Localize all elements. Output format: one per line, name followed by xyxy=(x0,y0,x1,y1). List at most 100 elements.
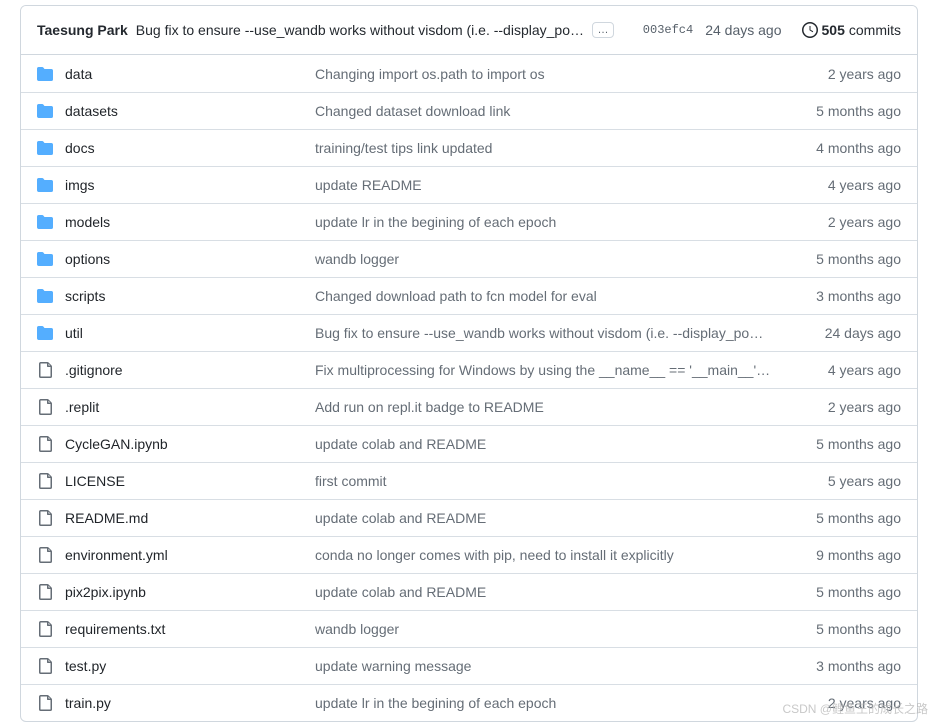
file-commit-message[interactable]: update README xyxy=(315,177,771,193)
commit-message[interactable]: Bug fix to ensure --use_wandb works with… xyxy=(136,22,584,38)
file-commit-age: 2 years ago xyxy=(771,399,901,415)
file-row: utilBug fix to ensure --use_wandb works … xyxy=(21,314,917,351)
file-icon xyxy=(37,399,65,415)
folder-icon xyxy=(37,140,65,156)
file-commit-message[interactable]: update lr in the begining of each epoch xyxy=(315,214,771,230)
file-name-link[interactable]: README.md xyxy=(65,510,315,526)
file-name-link[interactable]: requirements.txt xyxy=(65,621,315,637)
file-row: requirements.txtwandb logger5 months ago xyxy=(21,610,917,647)
file-commit-age: 5 months ago xyxy=(771,251,901,267)
file-commit-age: 24 days ago xyxy=(771,325,901,341)
file-commit-age: 5 months ago xyxy=(771,436,901,452)
commits-label: commits xyxy=(849,22,901,38)
file-commit-message[interactable]: wandb logger xyxy=(315,621,771,637)
file-name-link[interactable]: LICENSE xyxy=(65,473,315,489)
file-commit-message[interactable]: Bug fix to ensure --use_wandb works with… xyxy=(315,325,771,341)
file-icon xyxy=(37,436,65,452)
file-icon xyxy=(37,362,65,378)
commit-age: 24 days ago xyxy=(705,22,781,38)
folder-icon xyxy=(37,214,65,230)
file-icon xyxy=(37,473,65,489)
file-listing-box: Taesung Park Bug fix to ensure --use_wan… xyxy=(20,5,918,722)
file-name-link[interactable]: .gitignore xyxy=(65,362,315,378)
file-name-link[interactable]: test.py xyxy=(65,658,315,674)
file-name-link[interactable]: docs xyxy=(65,140,315,156)
file-commit-message[interactable]: update warning message xyxy=(315,658,771,674)
file-commit-message[interactable]: wandb logger xyxy=(315,251,771,267)
file-commit-message[interactable]: update colab and README xyxy=(315,584,771,600)
file-name-link[interactable]: .replit xyxy=(65,399,315,415)
file-name-link[interactable]: pix2pix.ipynb xyxy=(65,584,315,600)
file-commit-age: 5 years ago xyxy=(771,473,901,489)
file-name-link[interactable]: scripts xyxy=(65,288,315,304)
file-commit-age: 5 months ago xyxy=(771,103,901,119)
file-commit-age: 5 months ago xyxy=(771,584,901,600)
file-rows-container: dataChanging import os.path to import os… xyxy=(21,55,917,721)
file-commit-message[interactable]: update colab and README xyxy=(315,510,771,526)
file-name-link[interactable]: environment.yml xyxy=(65,547,315,563)
file-name-link[interactable]: data xyxy=(65,66,315,82)
file-row: LICENSEfirst commit5 years ago xyxy=(21,462,917,499)
file-row: environment.ymlconda no longer comes wit… xyxy=(21,536,917,573)
folder-icon xyxy=(37,177,65,193)
file-commit-message[interactable]: update lr in the begining of each epoch xyxy=(315,695,771,711)
folder-icon xyxy=(37,288,65,304)
file-commit-message[interactable]: update colab and README xyxy=(315,436,771,452)
file-row: .replitAdd run on repl.it badge to READM… xyxy=(21,388,917,425)
commit-author[interactable]: Taesung Park xyxy=(37,22,128,38)
file-commit-message[interactable]: first commit xyxy=(315,473,771,489)
file-row: train.pyupdate lr in the begining of eac… xyxy=(21,684,917,721)
file-commit-age: 4 years ago xyxy=(771,177,901,193)
folder-icon xyxy=(37,66,65,82)
file-commit-age: 2 years ago xyxy=(771,214,901,230)
file-commit-age: 3 months ago xyxy=(771,288,901,304)
file-icon xyxy=(37,621,65,637)
file-commit-message[interactable]: Changed dataset download link xyxy=(315,103,771,119)
latest-commit-row: Taesung Park Bug fix to ensure --use_wan… xyxy=(21,6,917,55)
folder-icon xyxy=(37,251,65,267)
file-commit-message[interactable]: Changing import os.path to import os xyxy=(315,66,771,82)
file-commit-message[interactable]: Changed download path to fcn model for e… xyxy=(315,288,771,304)
file-commit-message[interactable]: Add run on repl.it badge to README xyxy=(315,399,771,415)
file-commit-message[interactable]: training/test tips link updated xyxy=(315,140,771,156)
file-icon xyxy=(37,510,65,526)
file-name-link[interactable]: imgs xyxy=(65,177,315,193)
file-row: dataChanging import os.path to import os… xyxy=(21,55,917,92)
file-row: datasetsChanged dataset download link5 m… xyxy=(21,92,917,129)
file-row: docstraining/test tips link updated4 mon… xyxy=(21,129,917,166)
file-name-link[interactable]: CycleGAN.ipynb xyxy=(65,436,315,452)
file-commit-message[interactable]: conda no longer comes with pip, need to … xyxy=(315,547,771,563)
file-row: scriptsChanged download path to fcn mode… xyxy=(21,277,917,314)
folder-icon xyxy=(37,103,65,119)
commits-count: 505 xyxy=(822,22,845,38)
file-icon xyxy=(37,658,65,674)
commit-hash[interactable]: 003efc4 xyxy=(643,23,693,37)
file-row: optionswandb logger5 months ago xyxy=(21,240,917,277)
file-commit-age: 4 months ago xyxy=(771,140,901,156)
file-icon xyxy=(37,695,65,711)
file-name-link[interactable]: train.py xyxy=(65,695,315,711)
commit-more-button[interactable]: … xyxy=(592,22,614,38)
file-name-link[interactable]: models xyxy=(65,214,315,230)
file-name-link[interactable]: util xyxy=(65,325,315,341)
file-row: imgsupdate README4 years ago xyxy=(21,166,917,203)
file-commit-age: 2 years ago xyxy=(771,695,901,711)
file-icon xyxy=(37,547,65,563)
file-commit-age: 4 years ago xyxy=(771,362,901,378)
file-commit-message[interactable]: Fix multiprocessing for Windows by using… xyxy=(315,362,771,378)
file-name-link[interactable]: options xyxy=(65,251,315,267)
file-row: test.pyupdate warning message3 months ag… xyxy=(21,647,917,684)
commits-link[interactable]: 505 commits xyxy=(802,22,901,38)
file-name-link[interactable]: datasets xyxy=(65,103,315,119)
file-commit-age: 5 months ago xyxy=(771,510,901,526)
history-icon xyxy=(802,22,818,38)
file-row: pix2pix.ipynbupdate colab and README5 mo… xyxy=(21,573,917,610)
file-row: README.mdupdate colab and README5 months… xyxy=(21,499,917,536)
file-commit-age: 2 years ago xyxy=(771,66,901,82)
file-row: modelsupdate lr in the begining of each … xyxy=(21,203,917,240)
file-icon xyxy=(37,584,65,600)
file-commit-age: 5 months ago xyxy=(771,621,901,637)
file-row: CycleGAN.ipynbupdate colab and README5 m… xyxy=(21,425,917,462)
file-commit-age: 9 months ago xyxy=(771,547,901,563)
folder-icon xyxy=(37,325,65,341)
